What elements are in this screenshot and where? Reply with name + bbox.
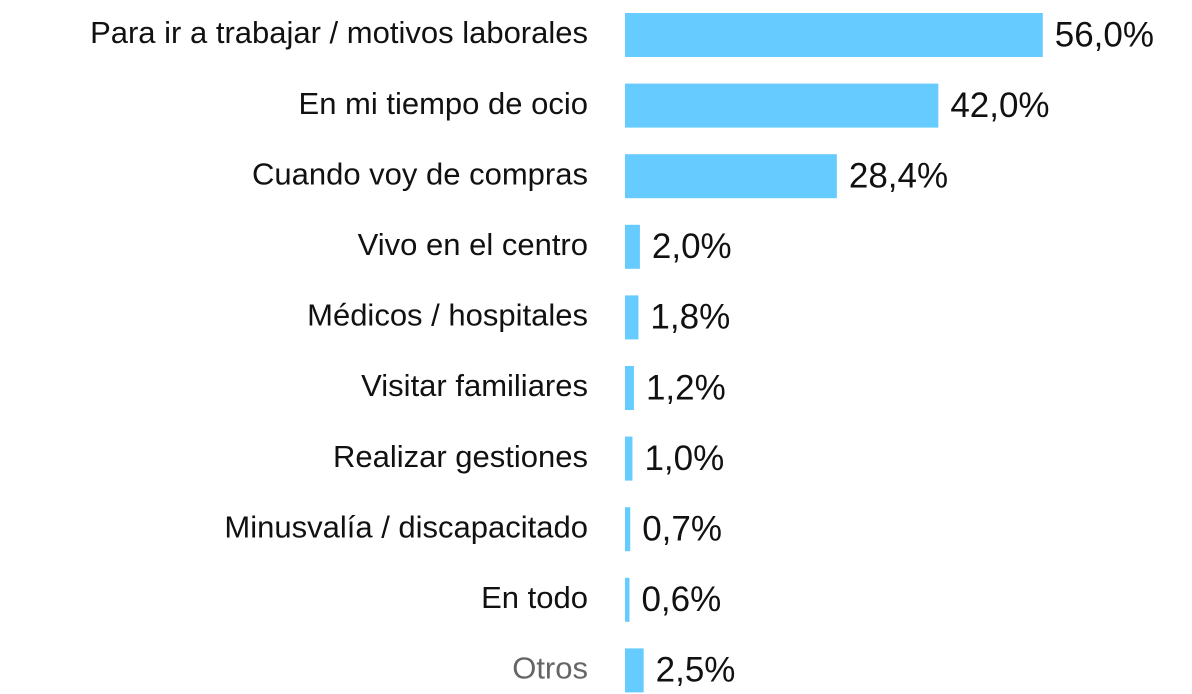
bar xyxy=(625,154,837,199)
category-label: Vivo en el centro xyxy=(358,227,588,262)
value-label: 0,7% xyxy=(642,509,722,548)
value-label: 1,8% xyxy=(650,298,730,337)
value-label: 2,0% xyxy=(652,227,732,266)
value-label: 42,0% xyxy=(950,86,1049,125)
bar xyxy=(625,295,639,340)
category-label: En todo xyxy=(481,580,588,615)
value-label: 1,2% xyxy=(646,368,726,407)
bar xyxy=(625,507,631,552)
category-label: En mi tiempo de ocio xyxy=(299,86,588,121)
bar xyxy=(625,366,634,410)
bar xyxy=(625,13,1043,57)
category-label: Minusvalía / discapacitado xyxy=(224,509,588,544)
value-label: 28,4% xyxy=(849,156,948,195)
category-label: Cuando voy de compras xyxy=(252,156,588,191)
value-label: 1,0% xyxy=(644,439,724,478)
category-label: Para ir a trabajar / motivos laborales xyxy=(90,15,588,50)
bar xyxy=(625,648,644,693)
value-label: 0,6% xyxy=(641,580,721,619)
bar xyxy=(625,224,640,269)
category-label: Médicos / hospitales xyxy=(307,298,588,333)
bar xyxy=(625,577,630,622)
bar xyxy=(625,436,633,481)
category-label: Otros xyxy=(512,651,588,686)
value-label: 2,5% xyxy=(656,651,736,690)
category-label: Realizar gestiones xyxy=(333,439,588,474)
value-label: 56,0% xyxy=(1055,15,1154,54)
bar xyxy=(625,83,939,128)
category-label: Visitar familiares xyxy=(361,368,588,403)
